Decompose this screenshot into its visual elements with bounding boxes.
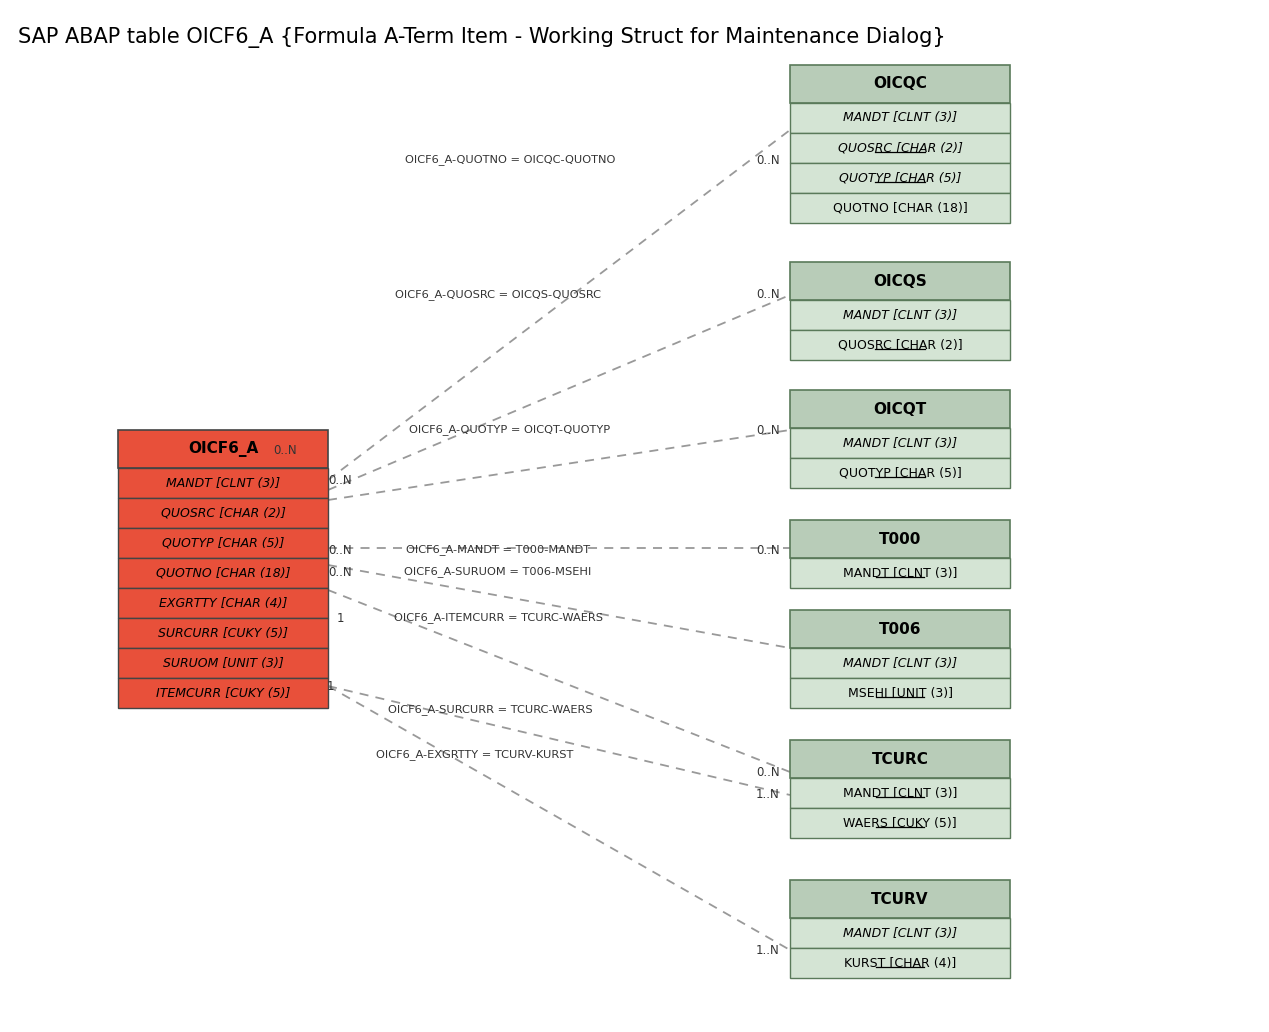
Text: 0..N: 0..N [329, 566, 352, 579]
Text: SURCURR [CUKY (5)]: SURCURR [CUKY (5)] [159, 626, 288, 640]
Bar [791, 103, 1010, 133]
Bar [791, 65, 1010, 103]
Text: MANDT [CLNT (3)]: MANDT [CLNT (3)] [843, 437, 957, 450]
Text: QUOTYP [CHAR (5)]: QUOTYP [CHAR (5)] [162, 537, 284, 549]
Bar [791, 390, 1010, 428]
Bar [791, 678, 1010, 708]
Text: OICQC: OICQC [873, 76, 926, 92]
Text: QUOTYP [CHAR (5)]: QUOTYP [CHAR (5)] [839, 466, 962, 480]
Text: 0..N: 0..N [329, 474, 352, 486]
Text: WAERS [CUKY (5)]: WAERS [CUKY (5)] [843, 816, 957, 830]
Text: OICF6_A: OICF6_A [188, 441, 258, 457]
Text: MANDT [CLNT (3)]: MANDT [CLNT (3)] [843, 111, 957, 125]
Text: OICF6_A-QUOTNO = OICQC-QUOTNO: OICF6_A-QUOTNO = OICQC-QUOTNO [405, 155, 615, 165]
Text: MANDT [CLNT (3)]: MANDT [CLNT (3)] [843, 786, 957, 800]
Bar [791, 610, 1010, 648]
Bar [791, 163, 1010, 193]
Bar [791, 558, 1010, 588]
Text: OICF6_A-SURCURR = TCURC-WAERS: OICF6_A-SURCURR = TCURC-WAERS [388, 705, 593, 715]
Bar [118, 618, 327, 648]
Bar [791, 330, 1010, 360]
Text: MSEHI [UNIT (3)]: MSEHI [UNIT (3)] [848, 686, 953, 700]
Bar [791, 948, 1010, 978]
Text: TCURV: TCURV [872, 892, 929, 906]
Text: MANDT [CLNT (3)]: MANDT [CLNT (3)] [166, 477, 280, 489]
Bar [118, 558, 327, 588]
Bar [791, 808, 1010, 838]
Bar [791, 428, 1010, 458]
Bar [118, 588, 327, 618]
Text: 0..N: 0..N [329, 544, 352, 556]
Bar [118, 467, 327, 498]
Text: 1: 1 [326, 679, 334, 692]
Text: T006: T006 [878, 621, 921, 637]
Text: OICF6_A-QUOTYP = OICQT-QUOTYP: OICF6_A-QUOTYP = OICQT-QUOTYP [410, 424, 610, 436]
Text: QUOTNO [CHAR (18)]: QUOTNO [CHAR (18)] [156, 567, 291, 580]
Bar [791, 300, 1010, 330]
Text: TCURC: TCURC [872, 751, 929, 767]
Text: QUOTYP [CHAR (5)]: QUOTYP [CHAR (5)] [839, 171, 961, 185]
Text: ITEMCURR [CUKY (5)]: ITEMCURR [CUKY (5)] [156, 686, 291, 700]
Bar [791, 880, 1010, 918]
Text: 0..N: 0..N [273, 444, 297, 456]
Text: MANDT [CLNT (3)]: MANDT [CLNT (3)] [843, 927, 957, 939]
Text: QUOTNO [CHAR (18)]: QUOTNO [CHAR (18)] [832, 201, 967, 215]
Text: 0..N: 0..N [756, 766, 780, 778]
Bar [791, 520, 1010, 558]
Text: 0..N: 0..N [756, 544, 780, 556]
Text: 1..N: 1..N [756, 788, 780, 802]
Text: OICQS: OICQS [873, 273, 926, 289]
Text: OICF6_A-MANDT = T000-MANDT: OICF6_A-MANDT = T000-MANDT [406, 545, 590, 555]
Text: OICQT: OICQT [873, 401, 926, 417]
Text: QUOSRC [CHAR (2)]: QUOSRC [CHAR (2)] [838, 338, 962, 352]
Bar [791, 458, 1010, 488]
Bar [791, 778, 1010, 808]
Text: SURUOM [UNIT (3)]: SURUOM [UNIT (3)] [162, 656, 283, 670]
Text: T000: T000 [879, 531, 921, 547]
Text: MANDT [CLNT (3)]: MANDT [CLNT (3)] [843, 309, 957, 322]
Text: QUOSRC [CHAR (2)]: QUOSRC [CHAR (2)] [161, 507, 286, 519]
Text: OICF6_A-SURUOM = T006-MSEHI: OICF6_A-SURUOM = T006-MSEHI [405, 567, 591, 578]
Bar [791, 193, 1010, 223]
Bar [791, 740, 1010, 778]
Text: OICF6_A-ITEMCURR = TCURC-WAERS: OICF6_A-ITEMCURR = TCURC-WAERS [393, 613, 603, 623]
Text: 0..N: 0..N [756, 423, 780, 437]
Bar [118, 430, 327, 467]
Bar [118, 648, 327, 678]
Text: QUOSRC [CHAR (2)]: QUOSRC [CHAR (2)] [838, 141, 962, 155]
Text: 1..N: 1..N [756, 943, 780, 957]
Bar [118, 678, 327, 708]
Text: EXGRTTY [CHAR (4)]: EXGRTTY [CHAR (4)] [159, 596, 287, 610]
Bar [118, 498, 327, 528]
Bar [791, 918, 1010, 948]
Text: KURST [CHAR (4)]: KURST [CHAR (4)] [844, 957, 956, 969]
Text: OICF6_A-QUOSRC = OICQS-QUOSRC: OICF6_A-QUOSRC = OICQS-QUOSRC [395, 290, 602, 300]
Bar [791, 648, 1010, 678]
Text: 0..N: 0..N [756, 289, 780, 301]
Text: OICF6_A-EXGRTTY = TCURV-KURST: OICF6_A-EXGRTTY = TCURV-KURST [377, 749, 574, 761]
Text: MANDT [CLNT (3)]: MANDT [CLNT (3)] [843, 567, 957, 580]
Bar [791, 133, 1010, 163]
Text: MANDT [CLNT (3)]: MANDT [CLNT (3)] [843, 656, 957, 670]
Bar [118, 528, 327, 558]
Bar [791, 262, 1010, 300]
Text: 0..N: 0..N [756, 154, 780, 166]
Text: SAP ABAP table OICF6_A {Formula A-Term Item - Working Struct for Maintenance Dia: SAP ABAP table OICF6_A {Formula A-Term I… [18, 28, 945, 49]
Text: 1: 1 [336, 612, 344, 624]
